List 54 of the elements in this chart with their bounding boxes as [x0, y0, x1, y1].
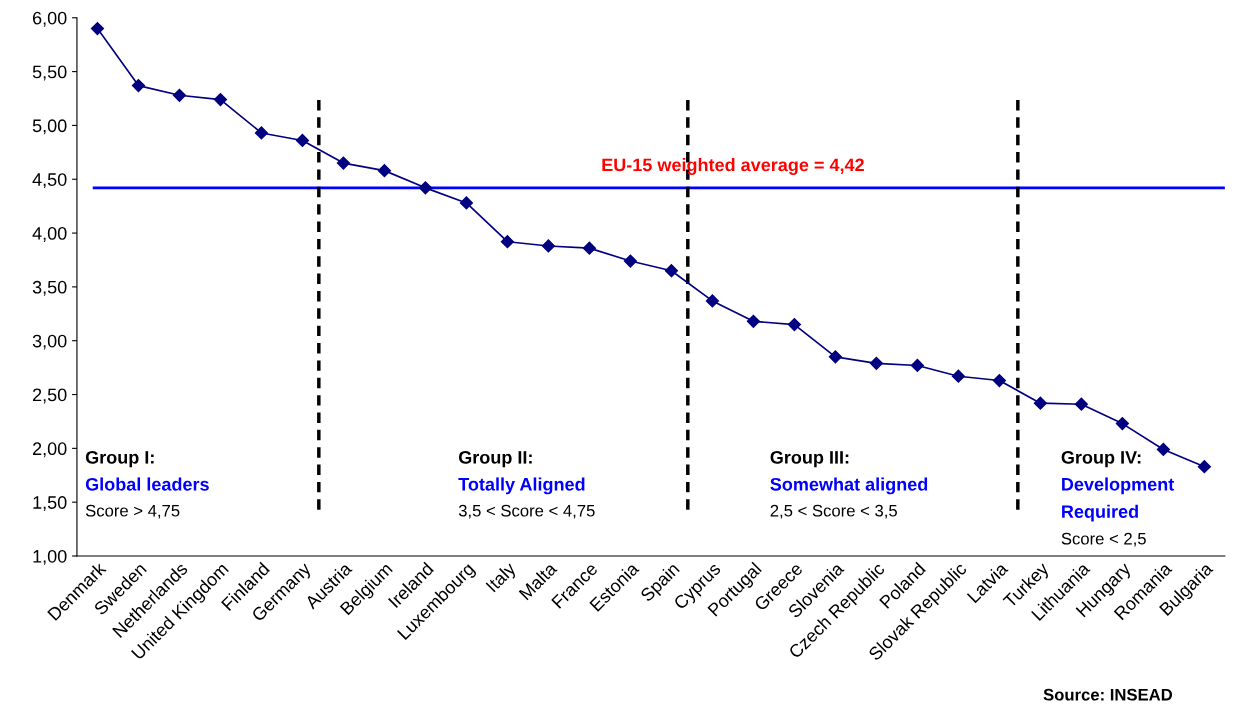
- point: [500, 235, 515, 249]
- point: [213, 92, 228, 107]
- text: 3,5 < Score < 4,75: [458, 504, 595, 519]
- y-tick-label: 5,50: [32, 65, 67, 81]
- point: [418, 181, 433, 195]
- point: [664, 264, 678, 278]
- point: [1156, 442, 1170, 457]
- y-tick-label: 1,50: [33, 496, 67, 512]
- point: [295, 133, 310, 148]
- y-tick-label: 2,50: [32, 388, 67, 404]
- text: Group III:: [770, 450, 849, 468]
- point: [869, 356, 883, 370]
- text: Somewhat aligned: [770, 477, 928, 495]
- text: Totally Aligned: [458, 477, 585, 495]
- y-tick-label: 4,50: [32, 173, 67, 189]
- text: Development Required: [1062, 477, 1175, 522]
- y-tick-label: 4,00: [32, 227, 67, 242]
- point: [1074, 397, 1088, 411]
- point: [172, 88, 187, 102]
- y-tick-label: 3,50: [32, 280, 67, 296]
- y-tick-label: 6,00: [33, 11, 67, 27]
- text: Score > 4,75: [85, 504, 180, 519]
- point: [705, 294, 719, 308]
- point: [787, 317, 801, 332]
- text: 2,5 < Score < 3,5: [770, 504, 897, 519]
- y-tick-label: 1,00: [33, 549, 67, 565]
- point: [1115, 417, 1129, 431]
- y-tick-label: 5,00: [32, 119, 67, 135]
- point: [90, 21, 105, 36]
- point: [1033, 396, 1047, 410]
- point: [1197, 460, 1211, 474]
- point: [746, 314, 760, 328]
- text: Group I:: [85, 450, 154, 468]
- point: [992, 373, 1006, 388]
- y-tick-label: 2,00: [32, 442, 67, 458]
- point: [541, 239, 555, 253]
- ref-line-label: EU-15 weighted average = 4,42: [602, 158, 864, 175]
- point: [459, 196, 474, 210]
- point: [951, 369, 965, 383]
- text: Score < 2,5: [1061, 532, 1146, 547]
- x-tick-label: Italy: [485, 560, 520, 595]
- text: Global leaders: [85, 477, 209, 491]
- point: [336, 156, 351, 170]
- text: Group II:: [458, 450, 532, 468]
- point: [254, 126, 269, 140]
- point: [910, 358, 924, 373]
- source-note: Source: INSEAD: [1043, 688, 1173, 701]
- point: [582, 241, 596, 255]
- point: [377, 164, 392, 178]
- point: [623, 254, 637, 268]
- point: [828, 350, 842, 364]
- y-tick-label: 3,00: [32, 334, 67, 350]
- point: [131, 79, 146, 93]
- text: Group IV:: [1061, 450, 1141, 468]
